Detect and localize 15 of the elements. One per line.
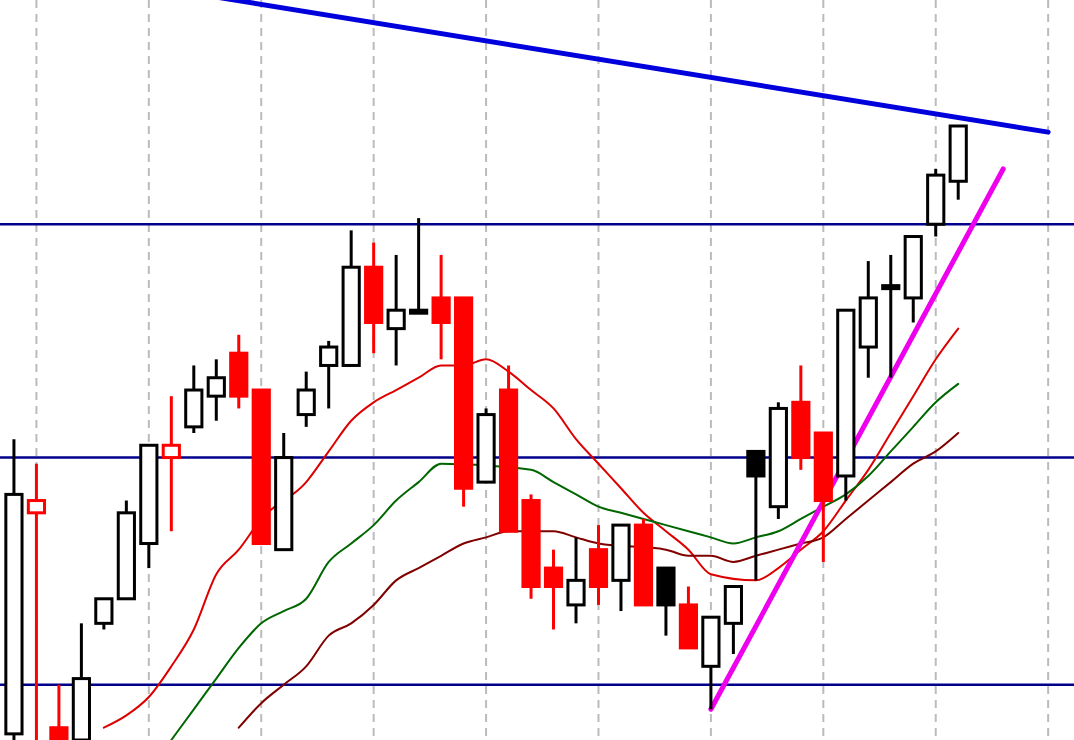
candlestick bbox=[678, 585, 699, 650]
candlestick bbox=[296, 370, 316, 429]
candlestick bbox=[206, 357, 226, 423]
candlestick bbox=[656, 566, 676, 638]
candlestick bbox=[94, 597, 114, 631]
candlestick bbox=[881, 253, 901, 380]
candlestick bbox=[588, 523, 609, 607]
candlestick bbox=[566, 535, 586, 625]
candlestick bbox=[184, 363, 204, 435]
candlestick bbox=[746, 449, 766, 582]
candlestick bbox=[723, 585, 743, 656]
candlestick bbox=[49, 683, 69, 740]
candlestick bbox=[229, 333, 249, 410]
candlestick bbox=[319, 339, 339, 410]
candlestick bbox=[161, 394, 181, 533]
